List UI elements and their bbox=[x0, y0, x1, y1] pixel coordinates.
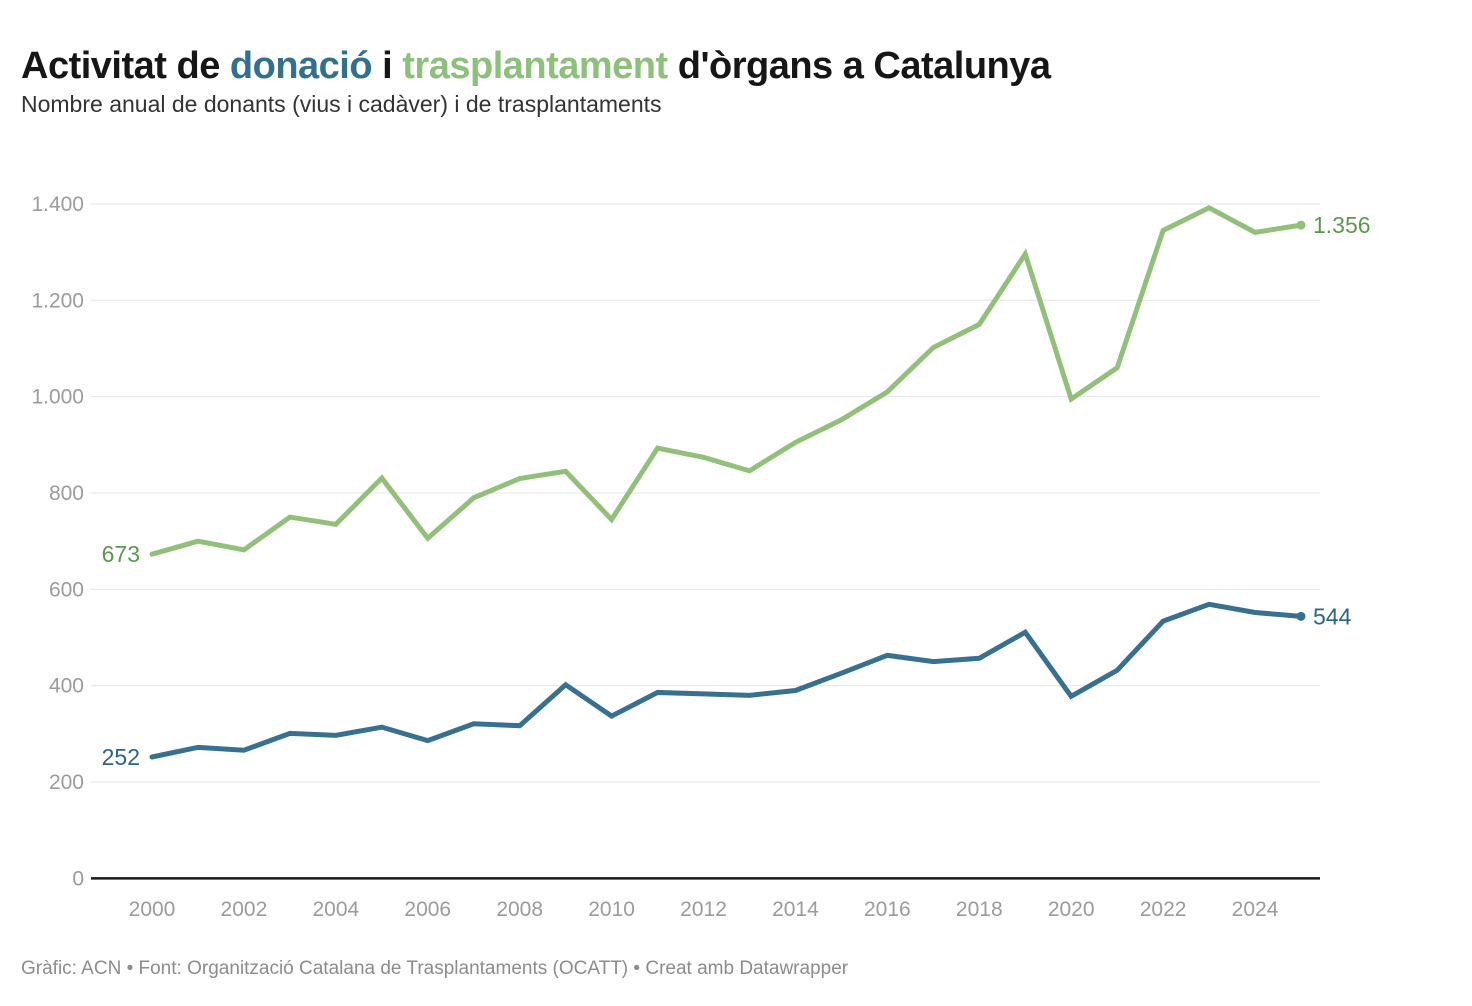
y-tick-label-200: 200 bbox=[49, 771, 84, 794]
donors-end-dot bbox=[1296, 611, 1306, 621]
x-tick-label-2022: 2022 bbox=[1140, 898, 1187, 921]
y-tick-label-400: 400 bbox=[49, 675, 84, 698]
transplants-last-value-label: 1.356 bbox=[1313, 212, 1371, 238]
x-tick-label-2024: 2024 bbox=[1232, 898, 1279, 921]
title-suffix: d'òrgans a Catalunya bbox=[667, 45, 1051, 88]
x-tick-label-2002: 2002 bbox=[221, 898, 268, 921]
x-tick-label-2018: 2018 bbox=[956, 898, 1003, 921]
x-tick-label-2008: 2008 bbox=[496, 898, 543, 921]
y-tick-label-0: 0 bbox=[72, 867, 84, 890]
x-tick-label-2010: 2010 bbox=[588, 898, 635, 921]
x-tick-label-2006: 2006 bbox=[404, 898, 451, 921]
title-prefix: Activitat de bbox=[21, 45, 230, 88]
x-tick-label-2014: 2014 bbox=[772, 898, 819, 921]
title-word-trasplantament: trasplantament bbox=[402, 45, 668, 88]
y-tick-label-1.400: 1.400 bbox=[31, 193, 84, 216]
title-middle: i bbox=[372, 45, 403, 88]
x-tick-label-2000: 2000 bbox=[129, 898, 176, 921]
x-tick-label-2016: 2016 bbox=[864, 898, 911, 921]
transplants-series-line bbox=[149, 204, 1304, 557]
x-tick-label-2012: 2012 bbox=[680, 898, 727, 921]
transplants-end-dot bbox=[1296, 220, 1306, 230]
x-tick-label-2004: 2004 bbox=[312, 898, 359, 921]
y-tick-label-1.200: 1.200 bbox=[31, 289, 84, 312]
transplants-first-value-label: 673 bbox=[102, 541, 140, 567]
donors-series-line bbox=[149, 601, 1304, 760]
y-tick-label-800: 800 bbox=[49, 482, 84, 505]
y-tick-label-1.000: 1.000 bbox=[31, 386, 84, 409]
donors-first-value-label: 252 bbox=[102, 744, 140, 770]
chart-subtitle: Nombre anual de donants (vius i cadàver)… bbox=[21, 91, 662, 117]
title-word-donacio: donació bbox=[229, 45, 373, 88]
chart-title: Activitat de donació i trasplantament d'… bbox=[21, 45, 1051, 88]
y-tick-label-600: 600 bbox=[49, 578, 84, 601]
donors-last-value-label: 544 bbox=[1313, 603, 1352, 629]
chart-footer-attribution: Gràfic: ACN • Font: Organització Catalan… bbox=[21, 958, 849, 979]
x-tick-label-2020: 2020 bbox=[1048, 898, 1095, 921]
